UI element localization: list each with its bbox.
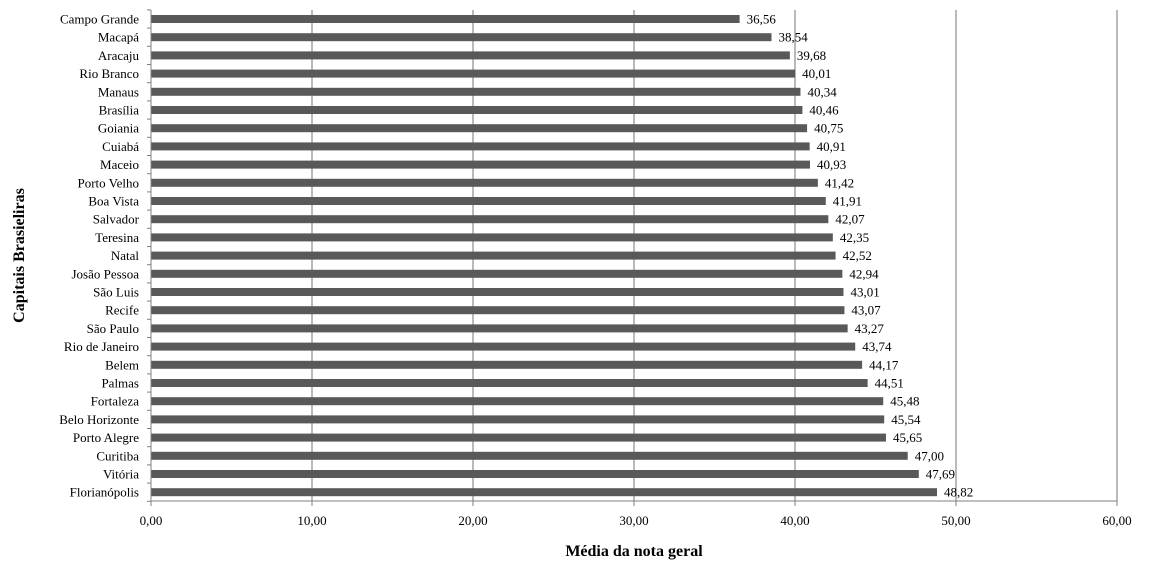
x-tick-labels: 0,00 10,00 20,00 30,00 40,00 50,00 60,00 bbox=[140, 513, 1132, 528]
category-labels: Campo Grande Macapá Aracaju Rio Branco Manau… bbox=[59, 12, 139, 500]
bar bbox=[151, 51, 790, 60]
category-label: Fortaleza bbox=[91, 394, 140, 409]
x-axis-title: Média da nota geral bbox=[565, 543, 703, 560]
category-label: Brasília bbox=[99, 103, 140, 118]
bar bbox=[151, 251, 836, 260]
bar bbox=[151, 360, 863, 369]
category-label: Palmas bbox=[101, 376, 139, 391]
data-label: 47,00 bbox=[915, 448, 944, 463]
data-label: 40,34 bbox=[807, 84, 837, 99]
category-label: Salvador bbox=[93, 212, 140, 227]
x-tick-label: 60,00 bbox=[1102, 513, 1131, 528]
category-label: Cuiabá bbox=[102, 139, 139, 154]
bar bbox=[151, 470, 919, 478]
category-label: Aracaju bbox=[98, 48, 140, 63]
bar bbox=[151, 433, 886, 442]
bar bbox=[151, 288, 844, 296]
data-label: 40,93 bbox=[817, 157, 846, 172]
data-label: 44,17 bbox=[869, 357, 899, 372]
category-label: Macapá bbox=[98, 30, 139, 45]
data-label: 36,56 bbox=[747, 12, 777, 27]
category-label: Porto Velho bbox=[77, 175, 139, 190]
category-label: Josão Pessoa bbox=[71, 266, 139, 281]
category-label: Rio Branco bbox=[79, 66, 139, 81]
category-label: Belo Horizonte bbox=[59, 412, 139, 427]
bar bbox=[151, 451, 908, 460]
bars bbox=[151, 15, 938, 497]
data-label: 42,52 bbox=[843, 248, 872, 263]
bar bbox=[151, 379, 868, 387]
data-label: 40,91 bbox=[817, 139, 846, 154]
data-label: 44,51 bbox=[875, 376, 904, 391]
y-axis-title: Capitais Brasieliras bbox=[11, 188, 28, 323]
x-tick-label: 0,00 bbox=[140, 513, 163, 528]
data-label: 41,91 bbox=[833, 194, 862, 209]
bar bbox=[151, 106, 803, 114]
category-label: Campo Grande bbox=[60, 12, 139, 27]
data-label: 42,94 bbox=[849, 266, 879, 281]
category-label: Goiania bbox=[98, 121, 139, 136]
bar bbox=[151, 15, 740, 23]
data-label: 40,01 bbox=[802, 66, 831, 81]
data-label: 43,74 bbox=[862, 339, 892, 354]
bar bbox=[151, 215, 829, 224]
data-label: 43,07 bbox=[851, 303, 881, 318]
data-label: 48,82 bbox=[944, 485, 973, 500]
data-label: 42,35 bbox=[840, 230, 869, 245]
category-label: Florianópolis bbox=[70, 485, 139, 500]
data-label: 43,27 bbox=[855, 321, 885, 336]
data-label: 40,75 bbox=[814, 121, 843, 136]
bar bbox=[151, 69, 796, 78]
bar bbox=[151, 342, 856, 351]
data-label: 45,65 bbox=[893, 430, 922, 445]
data-label: 39,68 bbox=[797, 48, 826, 63]
data-label: 38,54 bbox=[778, 30, 808, 45]
data-label: 42,07 bbox=[835, 212, 865, 227]
category-label: Vitória bbox=[103, 467, 139, 482]
data-label: 45,48 bbox=[890, 394, 919, 409]
category-label: Recife bbox=[105, 303, 139, 318]
category-label: Manaus bbox=[98, 84, 139, 99]
bar bbox=[151, 306, 845, 315]
bar bbox=[151, 488, 938, 497]
bar bbox=[151, 178, 818, 187]
data-label: 43,01 bbox=[850, 285, 879, 300]
x-tick-label: 20,00 bbox=[458, 513, 487, 528]
bar bbox=[151, 197, 826, 205]
data-label: 47,69 bbox=[926, 467, 955, 482]
bar bbox=[151, 33, 772, 42]
category-label: Rio de Janeiro bbox=[64, 339, 139, 354]
category-label: Belem bbox=[105, 357, 139, 372]
data-label: 45,54 bbox=[891, 412, 921, 427]
x-tick-label: 30,00 bbox=[619, 513, 648, 528]
bar bbox=[151, 233, 833, 242]
bar bbox=[151, 397, 884, 406]
bar bbox=[151, 269, 843, 278]
bar bbox=[151, 124, 808, 133]
data-label: 41,42 bbox=[825, 175, 854, 190]
category-label: Boa Vista bbox=[88, 194, 139, 209]
category-label: São Paulo bbox=[87, 321, 139, 336]
category-label: Porto Alegre bbox=[73, 430, 139, 445]
category-label: Natal bbox=[111, 248, 140, 263]
bar bbox=[151, 87, 801, 96]
x-tick-label: 10,00 bbox=[297, 513, 326, 528]
bar bbox=[151, 324, 848, 333]
bar bbox=[151, 160, 810, 169]
data-label: 40,46 bbox=[809, 103, 839, 118]
x-tick-label: 50,00 bbox=[941, 513, 970, 528]
bar bbox=[151, 415, 885, 424]
bar bbox=[151, 142, 810, 151]
category-label: São Luis bbox=[93, 285, 139, 300]
category-label: Curitiba bbox=[96, 448, 139, 463]
category-label: Teresina bbox=[95, 230, 139, 245]
category-label: Maceio bbox=[100, 157, 139, 172]
x-tick-label: 40,00 bbox=[780, 513, 809, 528]
axes bbox=[147, 9, 1118, 506]
